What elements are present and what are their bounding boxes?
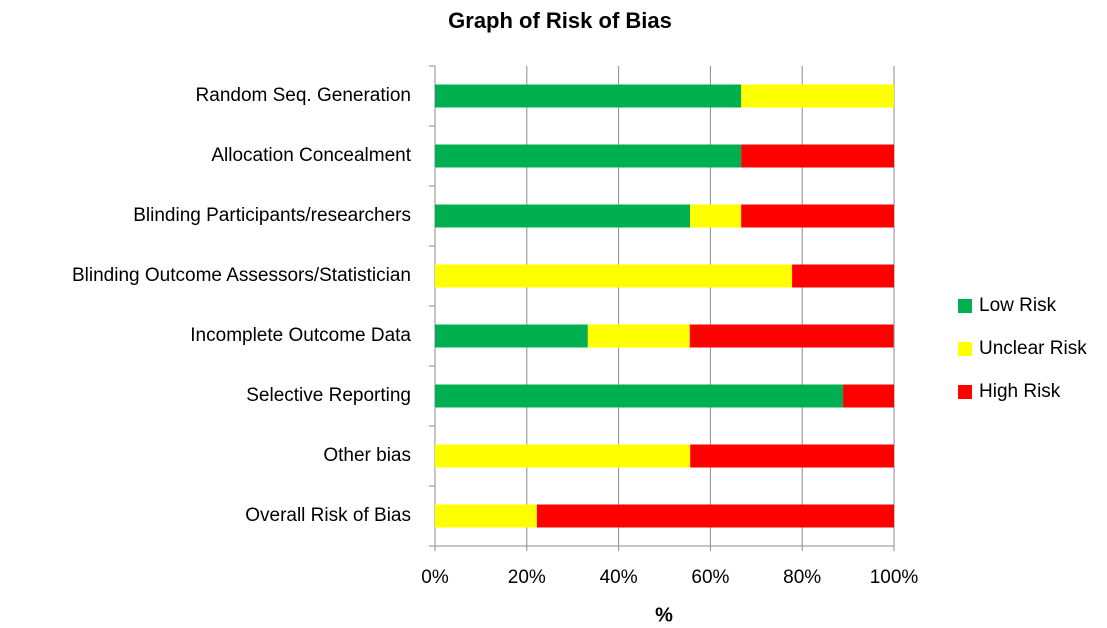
legend-swatch xyxy=(958,385,972,399)
y-tick-label: Selective Reporting xyxy=(246,385,411,406)
x-tick-label: 80% xyxy=(783,567,821,588)
legend-label: Low Risk xyxy=(979,295,1057,316)
bar-segment xyxy=(435,324,588,348)
legend-label: Unclear Risk xyxy=(979,338,1087,359)
x-tick-label: 20% xyxy=(508,567,546,588)
y-tick-label: Blinding Outcome Assessors/Statistician xyxy=(72,265,411,286)
y-tick-label: Incomplete Outcome Data xyxy=(190,325,411,346)
bar-segment xyxy=(435,444,691,468)
x-tick-label: 100% xyxy=(870,567,919,588)
bar-segment xyxy=(741,144,894,168)
x-tick-label: 40% xyxy=(600,567,638,588)
legend-swatch xyxy=(958,299,972,313)
bar-segment xyxy=(690,444,894,468)
bar-segment xyxy=(435,84,742,108)
bar-segment xyxy=(843,384,894,408)
y-tick-label: Blinding Participants/researchers xyxy=(133,205,411,226)
y-tick-label: Overall Risk of Bias xyxy=(245,505,411,526)
chart-title: Graph of Risk of Bias xyxy=(448,8,672,33)
x-tick-label: 0% xyxy=(421,567,449,588)
bar-segment xyxy=(690,204,742,228)
bar-segment xyxy=(435,384,844,408)
bar-segment xyxy=(435,264,793,288)
y-tick-label: Random Seq. Generation xyxy=(196,85,411,106)
bar-segment xyxy=(536,504,894,528)
y-tick-label: Other bias xyxy=(323,445,411,466)
bar-segment xyxy=(587,324,690,348)
legend-swatch xyxy=(958,342,972,356)
bar-segment xyxy=(741,204,894,228)
bar-segment xyxy=(435,144,742,168)
bar-segment xyxy=(435,204,691,228)
x-tick-label: 60% xyxy=(691,567,729,588)
bar-segment xyxy=(741,84,894,108)
legend-label: High Risk xyxy=(979,381,1061,402)
y-tick-label: Allocation Concealment xyxy=(211,145,411,166)
bar-segment xyxy=(435,504,537,528)
bar-segment xyxy=(792,264,894,288)
x-axis-title: % xyxy=(655,604,673,626)
bar-segment xyxy=(689,324,894,348)
